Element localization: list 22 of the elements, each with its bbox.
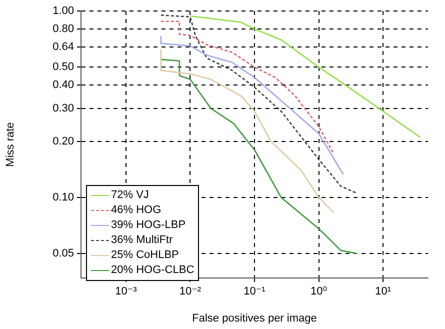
y-tick-label: 0.10 — [52, 192, 74, 204]
y-tick-label: 0.40 — [52, 79, 74, 92]
legend-label: 46% HOG — [111, 203, 162, 218]
y-tick-label: 0.05 — [52, 248, 74, 260]
y-tick-label: 0.30 — [52, 102, 74, 115]
x-axis-title: False positives per image — [192, 312, 317, 324]
y-tick-label: 0.20 — [52, 135, 74, 148]
x-tick-label: 10⁻¹ — [244, 286, 266, 298]
y-axis-title: Miss rate — [4, 122, 17, 167]
legend-label: 36% MultiFtr — [111, 233, 173, 248]
y-tick-label: 0.50 — [52, 61, 74, 74]
y-tick-label: 0.64 — [52, 41, 74, 54]
x-tick-label: 10⁰ — [310, 286, 328, 298]
legend-label: 20% HOG-CLBC — [111, 263, 194, 278]
legend-label: 39% HOG-LBP — [111, 218, 186, 233]
y-tick-label: 1.00 — [52, 5, 74, 18]
x-tick-label: 10¹ — [375, 286, 392, 298]
x-tick-label: 10⁻³ — [115, 286, 138, 298]
x-tick-label: 10⁻² — [179, 286, 202, 298]
legend-label: 25% CoHLBP — [111, 248, 179, 263]
legend-label: 72% VJ — [111, 188, 149, 203]
y-tick-label: 0.80 — [52, 23, 74, 36]
